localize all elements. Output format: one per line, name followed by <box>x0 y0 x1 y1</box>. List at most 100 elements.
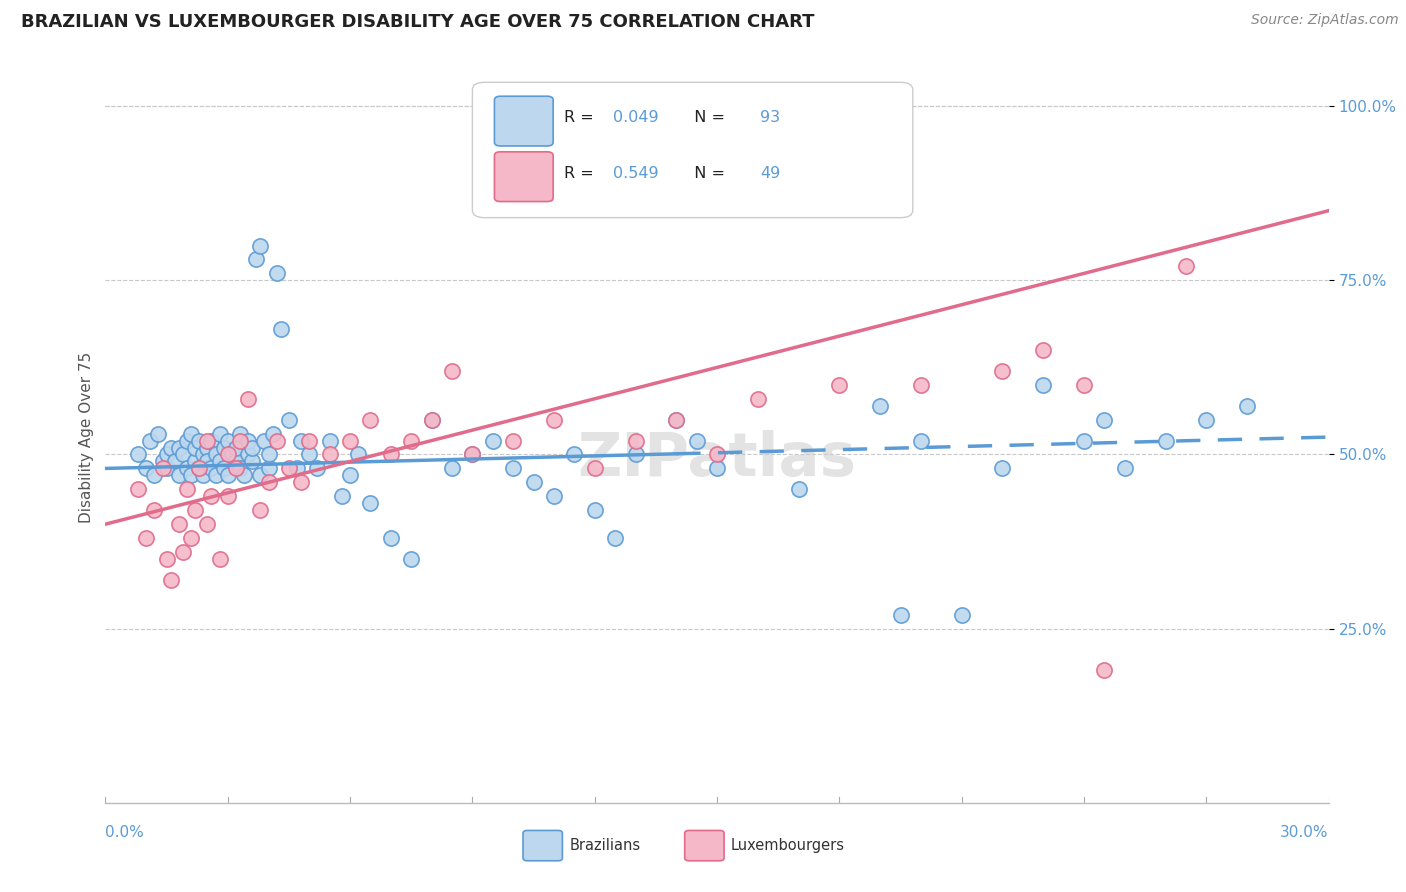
Point <box>543 489 565 503</box>
Point <box>200 461 222 475</box>
Point <box>148 426 170 441</box>
Point <box>1073 434 1095 448</box>
Point <box>135 461 157 475</box>
Point <box>240 454 263 468</box>
Point <box>152 461 174 475</box>
Point <box>155 552 177 566</box>
Text: 49: 49 <box>759 166 780 181</box>
Point <box>380 448 402 462</box>
Point <box>208 454 231 468</box>
Point <box>262 426 284 441</box>
Point <box>285 461 308 475</box>
Point <box>359 412 381 426</box>
Point <box>155 461 177 475</box>
Point <box>221 448 243 462</box>
Point <box>225 441 247 455</box>
Point <box>290 475 312 490</box>
Point <box>127 483 149 497</box>
Point <box>195 517 219 532</box>
Point <box>706 448 728 462</box>
Point <box>193 468 215 483</box>
Point <box>236 392 259 406</box>
Point <box>278 412 301 426</box>
Text: 30.0%: 30.0% <box>1281 825 1329 840</box>
Point <box>139 434 162 448</box>
Text: R =: R = <box>564 110 599 125</box>
Point <box>665 412 688 426</box>
Point <box>502 461 524 475</box>
Point <box>212 461 235 475</box>
Point <box>180 468 202 483</box>
Point <box>217 434 239 448</box>
Point <box>991 364 1014 378</box>
Point <box>828 377 851 392</box>
Point <box>200 489 222 503</box>
Point <box>347 448 370 462</box>
Point <box>787 483 810 497</box>
Point <box>290 434 312 448</box>
Point <box>624 448 647 462</box>
Point <box>217 489 239 503</box>
Point <box>1092 664 1115 678</box>
Point <box>195 434 219 448</box>
Point <box>1032 377 1054 392</box>
Point <box>1154 434 1177 448</box>
Point <box>135 531 157 545</box>
Point <box>143 468 166 483</box>
Point <box>143 503 166 517</box>
Point <box>420 412 443 426</box>
Point <box>278 461 301 475</box>
Point <box>1236 399 1258 413</box>
Text: 0.049: 0.049 <box>613 110 659 125</box>
Point <box>152 454 174 468</box>
Point <box>266 266 288 280</box>
Point <box>665 412 688 426</box>
Point <box>869 399 891 413</box>
Point <box>502 434 524 448</box>
Point <box>461 448 484 462</box>
Point <box>253 434 276 448</box>
Point <box>180 531 202 545</box>
Point <box>1174 260 1197 274</box>
Text: 0.0%: 0.0% <box>105 825 145 840</box>
Point <box>461 448 484 462</box>
Point <box>176 434 198 448</box>
Point <box>380 531 402 545</box>
FancyBboxPatch shape <box>472 82 912 218</box>
Text: BRAZILIAN VS LUXEMBOURGER DISABILITY AGE OVER 75 CORRELATION CHART: BRAZILIAN VS LUXEMBOURGER DISABILITY AGE… <box>21 13 814 31</box>
Text: 0.549: 0.549 <box>613 166 659 181</box>
Point <box>307 461 329 475</box>
Point <box>298 448 321 462</box>
Point <box>339 468 361 483</box>
Point <box>523 475 546 490</box>
Point <box>318 448 342 462</box>
Point <box>910 434 932 448</box>
Text: 93: 93 <box>759 110 780 125</box>
Point <box>229 434 252 448</box>
Point <box>270 322 292 336</box>
Point <box>249 468 271 483</box>
Point <box>266 434 288 448</box>
Point <box>440 364 463 378</box>
Point <box>257 461 280 475</box>
Point <box>1032 343 1054 357</box>
Point <box>155 448 177 462</box>
Point <box>339 434 361 448</box>
Point <box>318 434 342 448</box>
Point <box>257 475 280 490</box>
Point <box>399 552 422 566</box>
Point <box>440 461 463 475</box>
Point <box>188 434 211 448</box>
Point <box>245 252 267 267</box>
Point <box>543 412 565 426</box>
Point <box>163 454 186 468</box>
Point <box>184 454 207 468</box>
Point <box>257 448 280 462</box>
Text: Luxembourgers: Luxembourgers <box>731 838 845 853</box>
Point <box>208 426 231 441</box>
FancyBboxPatch shape <box>495 96 553 146</box>
Point <box>180 426 202 441</box>
Point <box>208 552 231 566</box>
Text: Brazilians: Brazilians <box>569 838 641 853</box>
Point <box>229 426 252 441</box>
